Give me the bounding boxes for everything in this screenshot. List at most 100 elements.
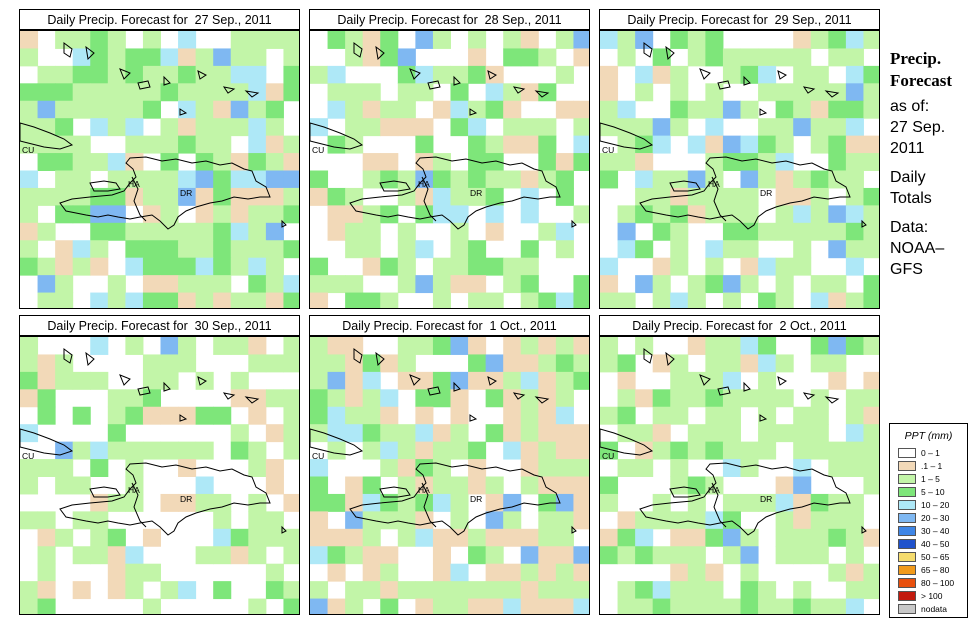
legend-item: 1 – 5: [898, 474, 964, 485]
precip-cell: [362, 424, 381, 443]
precip-cell: [652, 581, 671, 600]
precip-cell: [538, 493, 557, 512]
precip-cell: [125, 65, 144, 84]
precip-cell: [775, 476, 794, 495]
precip-cell: [160, 170, 179, 189]
precip-cell: [555, 187, 574, 206]
precip-cell: [213, 170, 232, 189]
precip-cell: [20, 135, 39, 154]
precip-cell: [538, 511, 557, 530]
precip-cell: [485, 187, 504, 206]
precip-cell: [142, 222, 161, 241]
precip-cell: [160, 83, 179, 102]
precip-grid: [600, 31, 879, 308]
precip-cell: [758, 424, 777, 443]
precip-cell: [248, 222, 267, 241]
precip-cell: [468, 48, 487, 67]
precip-cell: [538, 546, 557, 565]
precip-cell: [230, 222, 249, 241]
precip-cell: [310, 389, 329, 408]
precip-cell: [20, 424, 39, 443]
precip-cell: [573, 493, 589, 512]
precip-cell: [740, 48, 759, 67]
precip-cell: [362, 48, 381, 67]
precip-cell: [740, 65, 759, 84]
precip-cell: [503, 528, 522, 547]
precip-cell: [740, 275, 759, 294]
precip-cell: [555, 222, 574, 241]
small-island: [469, 414, 478, 422]
precip-cell: [310, 118, 329, 137]
precip-cell: [468, 257, 487, 276]
precip-cell: [670, 187, 689, 206]
precip-cell: [775, 100, 794, 119]
precip-cell: [265, 170, 284, 189]
precip-cell: [468, 581, 487, 600]
map-label-dominican_republic: DR: [470, 494, 482, 504]
precip-cell: [213, 240, 232, 259]
precip-cell: [845, 424, 864, 443]
precip-cell: [72, 476, 91, 495]
precip-cell: [160, 581, 179, 600]
legend-item: 0 – 1: [898, 448, 964, 459]
precip-cell: [652, 424, 671, 443]
precip-cell: [380, 511, 399, 530]
precip-cell: [362, 170, 381, 189]
precip-cell: [810, 354, 829, 373]
precip-cell: [432, 389, 451, 408]
precip-cell: [450, 65, 469, 84]
precip-cell: [520, 371, 539, 390]
precip-cell: [635, 546, 654, 565]
precip-cell: [520, 528, 539, 547]
precip-cell: [310, 581, 329, 600]
precip-cell: [600, 337, 619, 355]
precip-cell: [283, 31, 299, 49]
precip-cell: [125, 441, 144, 460]
gonave-island: [669, 486, 701, 498]
small-island: [802, 86, 816, 94]
precip-cell: [55, 205, 74, 224]
precip-cell: [380, 546, 399, 565]
precip-cell: [775, 48, 794, 67]
precip-cell: [503, 48, 522, 67]
precip-cell: [722, 222, 741, 241]
precip-cell: [705, 581, 724, 600]
precip-cell: [283, 441, 299, 460]
precip-cell: [670, 406, 689, 425]
precip-cell: [810, 424, 829, 443]
precip-cell: [775, 354, 794, 373]
precip-cell: [687, 546, 706, 565]
precip-cell: [670, 528, 689, 547]
precip-cell: [503, 563, 522, 582]
precip-grid: [310, 31, 589, 308]
precip-cell: [397, 187, 416, 206]
precip-cell: [828, 337, 847, 355]
precip-cell: [600, 170, 619, 189]
precip-cell: [283, 528, 299, 547]
precip-cell: [230, 100, 249, 119]
precip-cell: [670, 170, 689, 189]
precip-cell: [617, 205, 636, 224]
precip-cell: [327, 563, 346, 582]
precip-cell: [687, 476, 706, 495]
map-label-haiti: HA: [418, 179, 430, 189]
precip-cell: [503, 371, 522, 390]
precip-cell: [90, 153, 109, 171]
precip-cell: [415, 598, 434, 614]
precip-cell: [758, 354, 777, 373]
precip-cell: [20, 31, 39, 49]
precip-cell: [72, 187, 91, 206]
precip-cell: [810, 118, 829, 137]
precip-cell: [345, 48, 364, 67]
precip-cell: [230, 240, 249, 259]
precip-cell: [828, 598, 847, 614]
precip-cell: [450, 511, 469, 530]
precip-cell: [283, 406, 299, 425]
precip-cell: [793, 546, 812, 565]
precip-cell: [503, 424, 522, 443]
precip-cell: [125, 100, 144, 119]
small-island: [427, 386, 441, 396]
precip-cell: [758, 598, 777, 614]
precip-cell: [415, 187, 434, 206]
small-island: [222, 392, 236, 400]
